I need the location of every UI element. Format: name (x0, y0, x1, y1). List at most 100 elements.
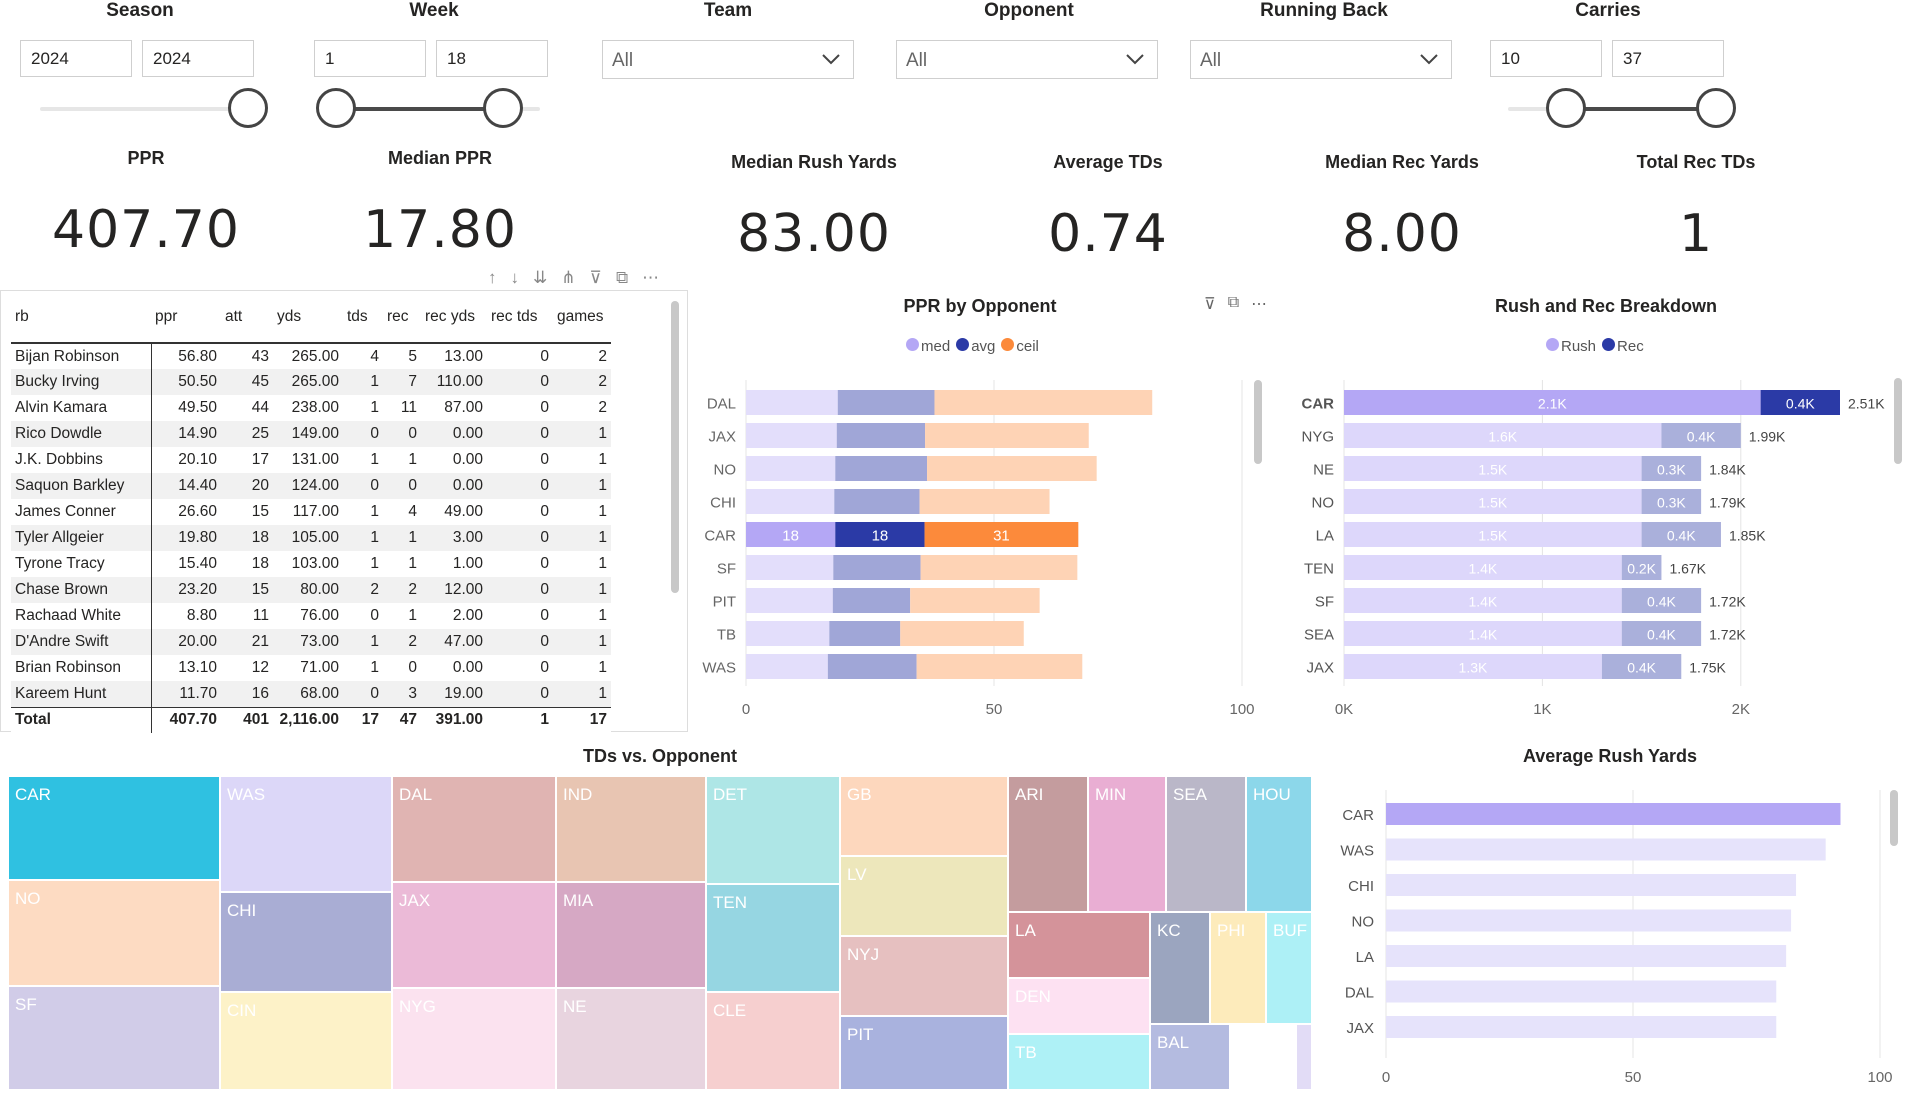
treemap-cell-phi[interactable]: PHI (1210, 912, 1266, 1024)
treemap-cell-min[interactable]: MIN (1088, 776, 1166, 912)
more-options-icon[interactable]: ⋯ (1251, 296, 1268, 313)
table-row[interactable]: Bucky Irving 50.50 45 265.00 1 7 110.00 0 2 (11, 369, 611, 395)
table-row[interactable]: Tyler Allgeier 19.80 18 105.00 1 1 3.00 0 1 (11, 525, 611, 551)
table-row[interactable]: Chase Brown 23.20 15 80.00 2 2 12.00 0 1 (11, 577, 611, 603)
table-row[interactable]: Tyrone Tracy 15.40 18 103.00 1 1 1.00 0 1 (11, 551, 611, 577)
ppr-chart-scrollbar[interactable] (1254, 380, 1262, 464)
week-min-input[interactable]: 1 (314, 40, 426, 77)
average-rush-yards-scrollbar[interactable] (1890, 790, 1898, 846)
treemap-cell-bal[interactable]: BAL (1150, 1024, 1230, 1090)
column-header[interactable]: rb (11, 291, 151, 344)
y-tick-label: LA (1356, 949, 1374, 966)
treemap-cell-nyg[interactable]: NYG (392, 988, 556, 1090)
treemap-cell-sea[interactable]: SEA (1166, 776, 1246, 912)
column-header[interactable]: rec tds (487, 291, 553, 344)
column-header[interactable]: games (553, 291, 611, 344)
carries-slider-track[interactable] (1508, 107, 1734, 111)
table-cell: 68.00 (273, 681, 343, 707)
running-back-dropdown[interactable]: All (1190, 40, 1452, 79)
legend-item[interactable]: Rec (1602, 338, 1644, 355)
treemap-cell-dal[interactable]: DAL (392, 776, 556, 882)
season-min-input[interactable]: 2024 (20, 40, 132, 77)
rush-rec-scrollbar[interactable] (1894, 378, 1902, 464)
treemap-cell-ne[interactable]: NE (556, 988, 706, 1090)
treemap-cell-pit[interactable]: PIT (840, 1016, 1008, 1090)
carries-max-input[interactable]: 37 (1612, 40, 1724, 77)
column-header[interactable]: att (221, 291, 273, 344)
table-total-row[interactable]: Total 407.70 401 2,116.00 17 47 391.00 1 17 (11, 706, 611, 733)
season-max-input[interactable]: 2024 (142, 40, 254, 77)
treemap-cell-nyj[interactable]: NYJ (840, 936, 1008, 1016)
table-cell: 103.00 (291, 555, 339, 572)
filter-icon[interactable]: ⊽ (1204, 296, 1216, 313)
bar-rec (1760, 390, 1840, 415)
legend-item[interactable]: avg (956, 338, 995, 355)
legend-item[interactable]: Rush (1546, 338, 1596, 355)
table-row[interactable]: Kareem Hunt 11.70 16 68.00 0 3 19.00 0 1 (11, 681, 611, 707)
treemap-cell-den[interactable]: DEN (1008, 978, 1150, 1034)
data-label: 0.3K (1657, 462, 1686, 478)
treemap-cell-cin[interactable]: CIN (220, 992, 392, 1090)
treemap-cell-kc[interactable]: KC (1150, 912, 1210, 1024)
column-header[interactable]: rec yds (421, 291, 487, 344)
carries-slider-min-handle[interactable] (1546, 88, 1586, 128)
treemap-cell-car[interactable]: CAR (8, 776, 220, 880)
treemap-cell-hou[interactable]: HOU (1246, 776, 1312, 912)
column-header[interactable]: rec (383, 291, 421, 344)
focus-mode-icon[interactable]: ⧉ (1227, 294, 1240, 311)
data-label: 18 (872, 528, 889, 545)
week-slider-max-handle[interactable] (483, 88, 523, 128)
table-scrollbar[interactable] (671, 301, 679, 593)
season-slider-track[interactable] (40, 107, 250, 111)
treemap-cell-cle[interactable]: CLE (706, 992, 840, 1090)
treemap-cell-ten[interactable]: TEN (706, 884, 840, 992)
treemap-cell-buf[interactable]: BUF (1266, 912, 1312, 1024)
table-row[interactable]: Bijan Robinson 56.80 43 265.00 4 5 13.00 0 2 (11, 343, 611, 369)
treemap-cell-sf[interactable]: SF (8, 986, 220, 1090)
table-row[interactable]: Saquon Barkley 14.40 20 124.00 0 0 0.00 0 1 (11, 473, 611, 499)
sort-up-icon[interactable]: ↑ (488, 268, 497, 287)
treemap-cell-ari[interactable]: ARI (1008, 776, 1088, 912)
table-row[interactable]: J.K. Dobbins 20.10 17 131.00 1 1 0.00 0 1 (11, 447, 611, 473)
treemap-cell-jax[interactable]: JAX (392, 882, 556, 988)
table-row[interactable]: D'Andre Swift 20.00 21 73.00 1 2 47.00 0 1 (11, 629, 611, 655)
treemap-cell-unlabeled[interactable] (1296, 1024, 1312, 1090)
table-row[interactable]: Rachaad White 8.80 11 76.00 0 1 2.00 0 1 (11, 603, 611, 629)
treemap-cell-tb[interactable]: TB (1008, 1034, 1150, 1090)
opponent-dropdown[interactable]: All (896, 40, 1158, 79)
table-row[interactable]: Brian Robinson 13.10 12 71.00 1 0 0.00 0 1 (11, 655, 611, 681)
carries-min-input[interactable]: 10 (1490, 40, 1602, 77)
bar-avg (835, 522, 925, 547)
treemap-cell-chi[interactable]: CHI (220, 892, 392, 992)
column-header[interactable]: tds (343, 291, 383, 344)
legend-item[interactable]: med (906, 338, 950, 355)
expand-hierarchy-icon[interactable]: ⋔ (561, 268, 576, 287)
week-max-input[interactable]: 18 (436, 40, 548, 77)
season-slider-handle[interactable] (228, 88, 268, 128)
treemap-cell-det[interactable]: DET (706, 776, 840, 884)
treemap-cell-gb[interactable]: GB (840, 776, 1008, 856)
expand-all-down-icon[interactable]: ⇊ (533, 268, 548, 287)
table-row[interactable]: Alvin Kamara 49.50 44 238.00 1 11 87.00 0 2 (11, 395, 611, 421)
table-row[interactable]: Rico Dowdle 14.90 25 149.00 0 0 0.00 0 1 (11, 421, 611, 447)
column-header[interactable]: ppr (151, 291, 221, 344)
treemap-cell-was[interactable]: WAS (220, 776, 392, 892)
focus-mode-icon[interactable]: ⧉ (615, 268, 629, 287)
filter-icon[interactable]: ⊽ (589, 268, 602, 287)
table-cell: 1.00 (452, 555, 483, 572)
table-row[interactable]: James Conner 26.60 15 117.00 1 4 49.00 0 1 (11, 499, 611, 525)
week-slider-track[interactable] (318, 107, 540, 111)
table-cell: 4 (370, 347, 379, 365)
treemap-cell-mia[interactable]: MIA (556, 882, 706, 988)
treemap-cell-no[interactable]: NO (8, 880, 220, 986)
sort-down-icon[interactable]: ↓ (510, 268, 520, 287)
more-options-icon[interactable]: ⋯ (642, 268, 660, 287)
carries-slider-max-handle[interactable] (1696, 88, 1736, 128)
week-slider-min-handle[interactable] (316, 88, 356, 128)
treemap-cell-lv[interactable]: LV (840, 856, 1008, 936)
team-dropdown[interactable]: All (602, 40, 854, 79)
treemap-cell-la[interactable]: LA (1008, 912, 1150, 978)
legend-item[interactable]: ceil (1001, 338, 1039, 355)
treemap-cell-ind[interactable]: IND (556, 776, 706, 882)
column-header[interactable]: yds (273, 291, 343, 344)
